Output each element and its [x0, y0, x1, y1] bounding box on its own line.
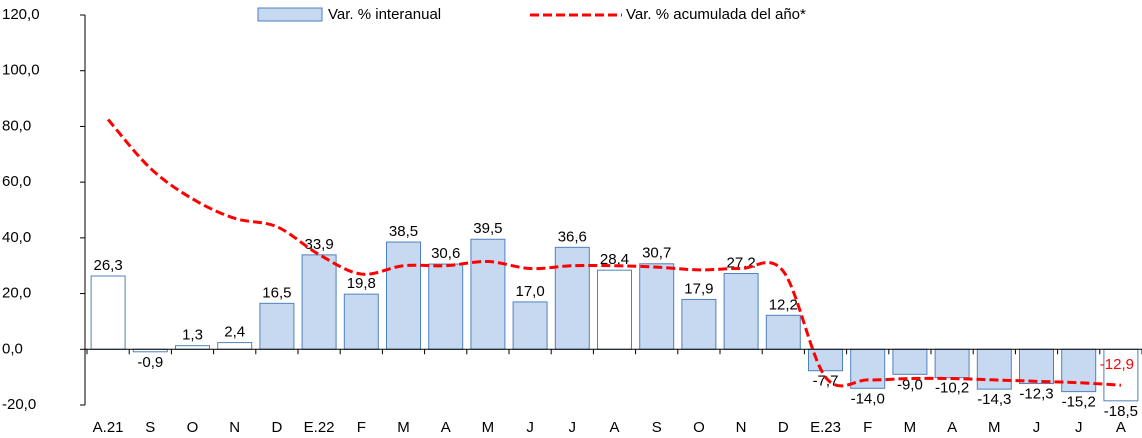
bar [259, 302, 295, 350]
value-label: 30,6 [431, 245, 460, 262]
x-tick-label: E.23 [810, 419, 841, 436]
y-tick-label: 0,0 [2, 340, 23, 357]
value-label: 26,3 [93, 257, 122, 274]
bar [934, 348, 970, 379]
x-tick-label: M [482, 419, 495, 436]
bar [1019, 348, 1054, 385]
bar [175, 345, 210, 350]
value-label: 33,9 [304, 236, 333, 253]
value-label: -7,7 [813, 373, 839, 390]
legend-swatch [257, 7, 323, 22]
x-tick-label: A [947, 419, 957, 436]
line-value-label: -12,9 [1100, 356, 1134, 373]
y-tick-label: 40,0 [2, 229, 31, 246]
bar [681, 298, 717, 350]
bar [470, 238, 506, 350]
bar [976, 348, 1012, 390]
value-label: 17,0 [515, 283, 544, 300]
bar [217, 342, 253, 350]
bar [428, 263, 464, 350]
legend-label: Var. % acumulada del año* [626, 6, 806, 23]
bar [386, 241, 421, 350]
y-tick-label: -20,0 [2, 396, 36, 413]
bar [723, 273, 759, 350]
value-label: 16,5 [262, 284, 291, 301]
bar [1103, 348, 1139, 402]
bar [1061, 348, 1097, 393]
x-tick-label: M [904, 419, 917, 436]
bar [512, 301, 548, 350]
value-label: 1,3 [182, 327, 203, 344]
value-label: 36,6 [558, 228, 587, 245]
value-label: -15,2 [1062, 394, 1096, 411]
x-tick-label: F [863, 419, 872, 436]
bar [850, 348, 886, 389]
x-tick-label: A [609, 419, 619, 436]
x-tick-label: N [229, 419, 240, 436]
x-tick-label: O [693, 419, 705, 436]
line [106, 118, 1121, 388]
bar [343, 293, 379, 350]
y-tick-label: 60,0 [2, 173, 31, 190]
y-tick-label: 80,0 [2, 117, 31, 134]
x-tick-label: S [652, 419, 662, 436]
legend-label: Var. % interanual [328, 6, 441, 23]
value-label: 30,7 [642, 245, 671, 262]
x-tick-label: E.22 [304, 419, 335, 436]
bar [301, 254, 337, 350]
value-label: 12,2 [769, 296, 798, 313]
bar [808, 348, 843, 372]
bar [554, 246, 590, 350]
x-tick-label: J [526, 419, 534, 436]
bar [90, 275, 126, 350]
x-tick-label: S [145, 419, 155, 436]
value-label: 2,4 [224, 324, 245, 341]
x-tick-label: D [271, 419, 282, 436]
x-tick-label: A [1116, 419, 1126, 436]
bar [597, 269, 632, 350]
x-tick-label: F [357, 419, 366, 436]
value-label: 28,4 [600, 251, 629, 268]
value-label: 27,2 [726, 254, 755, 271]
x-tick-label: D [778, 419, 789, 436]
bar [639, 263, 675, 350]
bar [892, 348, 928, 375]
value-label: -9,0 [897, 376, 923, 393]
y-tick-label: 20,0 [2, 285, 31, 302]
value-label: 39,5 [473, 220, 502, 237]
x-tick-label: M [988, 419, 1001, 436]
x-tick-label: O [187, 419, 199, 436]
value-label: -14,0 [851, 390, 885, 407]
x-tick-label: J [1033, 419, 1041, 436]
bar [765, 314, 801, 350]
x-tick-label: A [441, 419, 451, 436]
value-label: 38,5 [389, 223, 418, 240]
value-label: -12,3 [1019, 386, 1053, 403]
x-tick-label: J [569, 419, 577, 436]
x-tick-label: J [1075, 419, 1083, 436]
x-tick-label: M [397, 419, 410, 436]
value-label: -14,3 [977, 391, 1011, 408]
y-tick-label: 120,0 [2, 6, 40, 23]
value-label: 19,8 [347, 275, 376, 292]
value-label: 17,9 [684, 280, 713, 297]
value-label: -10,2 [935, 380, 969, 397]
value-label: -0,9 [137, 354, 163, 371]
x-tick-label: N [736, 419, 747, 436]
x-tick-label: A.21 [93, 419, 124, 436]
y-tick-label: 100,0 [2, 62, 40, 79]
value-label: -18,5 [1104, 403, 1138, 420]
